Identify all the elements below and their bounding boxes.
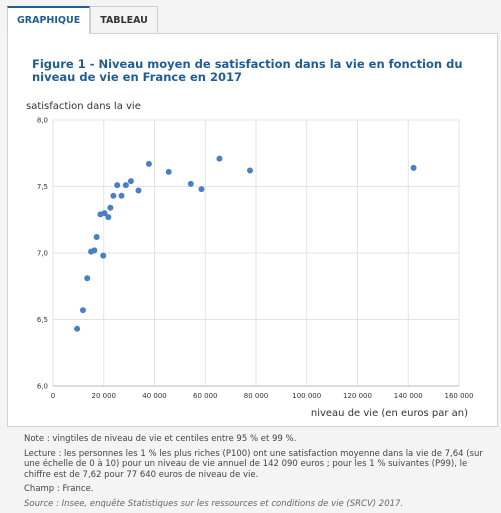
x-tick-label: 0 <box>51 392 55 400</box>
chart-panel: Figure 1 - Niveau moyen de satisfaction … <box>7 33 498 427</box>
x-tick-label: 120 000 <box>343 392 372 400</box>
data-point[interactable] <box>91 247 98 254</box>
x-tick-label: 60 000 <box>193 392 218 400</box>
data-point[interactable] <box>198 186 205 193</box>
y-tick-label: 7,5 <box>37 183 48 191</box>
data-point[interactable] <box>100 252 107 259</box>
tab-bar: GRAPHIQUE TABLEAU <box>7 6 158 34</box>
data-point[interactable] <box>107 204 114 211</box>
data-point[interactable] <box>74 325 81 332</box>
data-point[interactable] <box>101 210 108 217</box>
figure-title: Figure 1 - Niveau moyen de satisfaction … <box>32 57 463 84</box>
grid-layer <box>52 119 460 387</box>
y-tick-label: 8,0 <box>37 117 48 125</box>
source-text: Source : Insee, enquête Statistiques sur… <box>24 498 404 509</box>
data-point[interactable] <box>145 160 152 167</box>
data-point[interactable] <box>84 275 91 282</box>
data-point[interactable] <box>135 187 142 194</box>
data-point[interactable] <box>216 155 223 162</box>
x-tick-label: 20 000 <box>92 392 117 400</box>
data-point[interactable] <box>247 167 254 174</box>
champ-text: Champ : France. <box>24 484 94 494</box>
data-point[interactable] <box>93 234 100 241</box>
data-point[interactable] <box>118 192 125 199</box>
y-tick-label: 7,0 <box>37 250 48 258</box>
x-tick-label: 140 000 <box>394 392 423 400</box>
data-point[interactable] <box>110 192 117 199</box>
x-tick-label: 40 000 <box>142 392 167 400</box>
data-point[interactable] <box>187 180 194 187</box>
data-point[interactable] <box>122 182 129 189</box>
chart-notes: Note : vingtiles de niveau de vie et cen… <box>24 434 488 513</box>
data-points <box>74 155 417 332</box>
x-tick-label: 80 000 <box>244 392 269 400</box>
tab-tableau[interactable]: TABLEAU <box>90 6 158 34</box>
lecture-text: Lecture : les personnes les 1 % les plus… <box>24 448 483 480</box>
y-tick-label: 6,5 <box>37 316 48 324</box>
note-text: Note : vingtiles de niveau de vie et cen… <box>24 434 297 444</box>
data-point[interactable] <box>79 307 86 314</box>
tick-labels: 0 20 000 40 000 60 000 80 000 100 000 120 000 1… <box>37 117 474 401</box>
x-tick-label: 100 000 <box>292 392 321 400</box>
data-point[interactable] <box>114 182 121 189</box>
scatter-plot: 0 20 000 40 000 60 000 80 000 100 000 120 000 1… <box>37 117 474 401</box>
y-axis-label: satisfaction dans la vie <box>26 101 141 112</box>
y-tick-label: 6,0 <box>37 383 48 391</box>
x-axis-label: niveau de vie (en euros par an) <box>310 408 468 419</box>
x-tick-label: 160 000 <box>445 392 474 400</box>
data-point[interactable] <box>127 178 134 185</box>
data-point[interactable] <box>105 214 112 221</box>
tab-graphique[interactable]: GRAPHIQUE <box>7 6 91 34</box>
data-point[interactable] <box>410 164 417 171</box>
data-point[interactable] <box>165 168 172 175</box>
